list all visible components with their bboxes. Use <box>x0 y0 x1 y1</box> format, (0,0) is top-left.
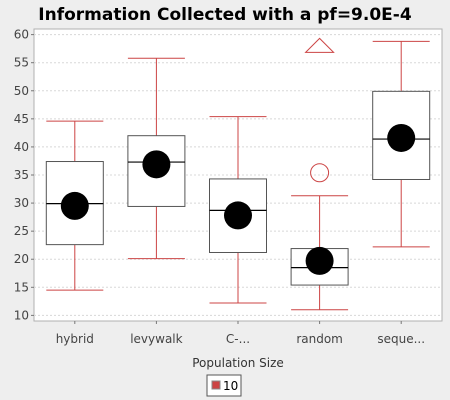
y-tick-label: 40 <box>14 140 29 154</box>
mean-marker <box>387 123 416 152</box>
y-tick-label: 30 <box>14 196 29 210</box>
outlier-marker <box>310 163 330 183</box>
legend: 10 <box>206 374 242 397</box>
x-tick-label: C-... <box>226 332 250 346</box>
y-axis: 10 15 20 25 30 35 40 45 50 55 60 <box>14 28 34 322</box>
box-1 <box>127 57 186 260</box>
box-3 <box>290 37 349 311</box>
legend-label: 10 <box>223 379 238 393</box>
far-outlier-marker <box>304 37 335 53</box>
y-tick-label: 35 <box>14 168 29 182</box>
box-4 <box>372 40 431 248</box>
y-tick-label: 15 <box>14 280 29 294</box>
y-tick-label: 55 <box>14 56 29 70</box>
box-0 <box>45 120 104 291</box>
legend-frame <box>206 374 242 397</box>
chart-title: Information Collected with a pf=9.0E-4 <box>38 5 412 25</box>
y-tick-label: 45 <box>14 112 29 126</box>
box-layer <box>45 37 431 311</box>
x-tick-label: hybrid <box>56 332 94 346</box>
mean-marker <box>305 246 334 275</box>
x-tick-label: seque... <box>377 332 425 346</box>
mean-marker <box>224 201 252 230</box>
y-tick-label: 25 <box>14 224 29 238</box>
mean-marker <box>142 150 171 179</box>
x-tick-label: levywalk <box>130 332 182 346</box>
y-tick-label: 20 <box>14 252 29 266</box>
y-tick-label: 60 <box>14 28 29 42</box>
box-2 <box>209 116 267 304</box>
y-tick-label: 10 <box>14 308 29 322</box>
y-tick-label: 50 <box>14 84 29 98</box>
x-axis-title: Population Size <box>192 356 284 370</box>
legend-swatch <box>211 380 221 390</box>
x-tick-label: random <box>296 332 343 346</box>
x-axis: hybrid levywalk C-... random seque... <box>56 321 425 346</box>
mean-marker <box>60 191 89 220</box>
